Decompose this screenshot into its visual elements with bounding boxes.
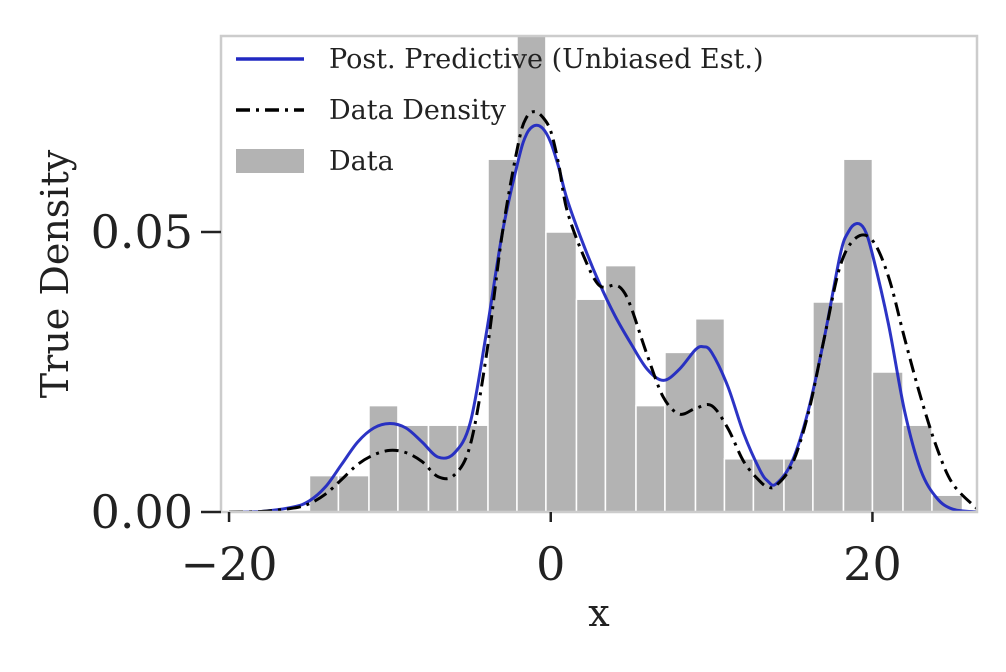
legend-label-data-density: Data Density [329, 95, 507, 126]
x-axis-label: x [588, 591, 609, 635]
histogram-bars [308, 36, 964, 512]
histogram-bar-9 [575, 298, 607, 512]
legend-swatch-data [236, 149, 304, 173]
legend-label-data: Data [329, 146, 394, 177]
histogram-bar-12 [664, 351, 697, 512]
x-tick-label-2: 20 [843, 537, 902, 591]
histogram-bar-20 [902, 424, 933, 512]
axis-ticks: −20 0 20 0.00 0.05 [91, 205, 902, 591]
y-axis-label: True Density [33, 149, 77, 398]
series-line-data-density [229, 110, 977, 512]
legend-label-post-predictive: Post. Predictive (Unbiased Est.) [329, 44, 764, 75]
histogram-bar-4 [427, 424, 459, 512]
histogram-bar-1 [337, 474, 370, 512]
y-tick-label-1: 0.05 [91, 205, 193, 259]
histogram-bar-11 [635, 404, 666, 512]
series-line-post-predictive-unbiased-est [229, 123, 977, 512]
x-tick-label-1: 0 [536, 537, 565, 591]
histogram-bar-7 [516, 36, 547, 512]
y-tick-label-0: 0.00 [91, 485, 193, 539]
x-tick-label-0: −20 [181, 537, 278, 591]
histogram-bar-8 [545, 231, 578, 512]
histogram-bar-10 [604, 264, 637, 512]
histogram-bar-3 [397, 424, 430, 512]
histogram-bar-17 [812, 301, 845, 512]
histogram-bar-2 [368, 404, 399, 512]
histogram-bar-14 [723, 458, 755, 512]
histogram-bar-18 [842, 158, 874, 512]
histogram-bar-19 [871, 371, 904, 512]
plot-frame [219, 34, 979, 514]
density-curves [229, 110, 977, 512]
legend: Post. Predictive (Unbiased Est.) Data De… [236, 44, 764, 177]
histogram-bar-6 [487, 158, 518, 512]
